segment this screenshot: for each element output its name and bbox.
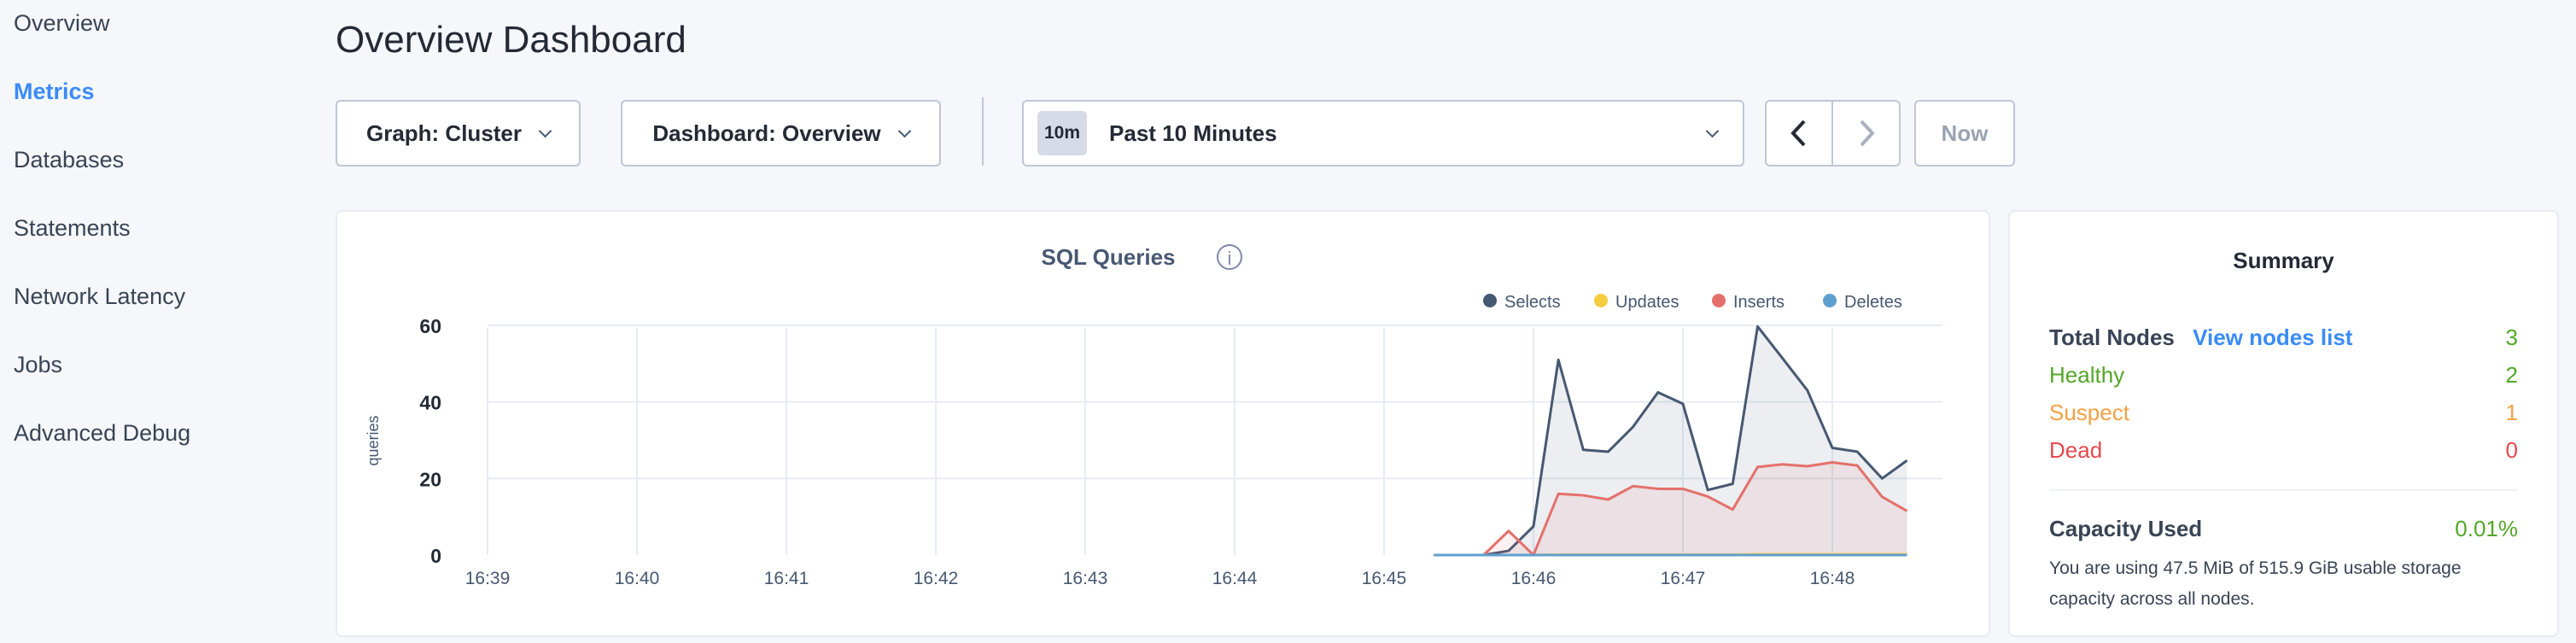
info-icon [1217,244,1242,270]
sidebar-item-advanced-debug[interactable]: Advanced Debug [14,420,191,446]
dashboard-select[interactable]: Dashboard: Overview [621,100,941,167]
graph-select-label: Graph: Cluster [365,120,523,146]
chevron-left-icon [1790,120,1806,147]
total-nodes-value: 3 [2505,324,2518,350]
capacity-description: You are using 47.5 MiB of 515.9 GiB usab… [2049,558,2462,609]
chart-title: SQL Queries [1041,244,1175,270]
sidebar-item-jobs[interactable]: Jobs [14,352,63,377]
time-nav-group [1765,100,1901,167]
now-button[interactable]: Now [1914,100,2015,167]
sidebar-item-network-latency[interactable]: Network Latency [14,284,186,309]
time-badge: 10m [1037,111,1088,155]
legend-label-updates: Updates [1615,293,1679,312]
x-tick-label: 16:43 [1063,569,1108,588]
legend-marker-updates [1594,294,1608,307]
y-axis-label: queries [365,415,382,465]
dead-value: 0 [2505,437,2518,463]
info-icon-glyph: i [1228,248,1232,269]
y-tick-label: 60 [419,315,441,337]
x-tick-label: 16:45 [1362,569,1407,588]
y-tick-label: 40 [419,392,441,414]
sidebar-item-overview[interactable]: Overview [14,10,110,36]
graph-select[interactable]: Graph: Cluster [336,100,581,167]
total-nodes-label: Total Nodes [2049,324,2175,350]
legend-label-selects: Selects [1504,293,1561,312]
series-area-inserts [1434,462,1907,555]
series-line-selects [1434,324,1908,557]
sidebar-item-metrics[interactable]: Metrics [14,79,95,104]
summary-card: Summary Total Nodes View nodes list 3 He… [2008,210,2559,637]
view-nodes-list-link[interactable]: View nodes list [2193,324,2353,350]
suspect-label: Suspect [2049,400,2129,425]
summary-divider [2049,489,2518,491]
legend-marker-inserts [1712,294,1726,307]
suspect-value: 1 [2505,400,2518,425]
capacity-used-label: Capacity Used [2049,516,2203,541]
sql-queries-chart-card: SQL Queries i Selects Updates Inserts Deletes… [336,210,1990,637]
chevron-right-icon [1860,120,1875,147]
x-tick-label: 16:46 [1511,569,1557,588]
chevron-down-icon [897,124,911,137]
time-range-label: Past 10 Minutes [1109,120,1277,146]
y-tick-label: 0 [430,545,441,567]
series-line-inserts [1434,461,1908,557]
x-tick-label: 16:48 [1810,569,1855,588]
healthy-label: Healthy [2049,362,2125,388]
legend-marker-selects [1483,294,1497,307]
dead-label: Dead [2049,437,2103,463]
healthy-value: 2 [2505,362,2518,388]
next-button[interactable] [1833,102,1899,165]
x-tick-label: 16:40 [615,569,660,588]
series-area-selects [1434,326,1907,555]
x-tick-label: 16:44 [1212,569,1258,588]
y-tick-label: 20 [419,468,441,490]
time-range-select[interactable]: 10m Past 10 Minutes [1022,100,1744,167]
legend-label-deletes: Deletes [1844,293,1902,312]
summary-title: Summary [2233,248,2334,273]
toolbar-divider [982,97,984,166]
sql-queries-chart: SQL Queries i Selects Updates Inserts Deletes… [365,244,1942,588]
legend-marker-deletes [1823,294,1837,307]
sidebar-item-statements[interactable]: Statements [14,215,131,241]
x-tick-label: 16:47 [1661,569,1706,588]
legend-label-inserts: Inserts [1733,293,1785,312]
x-tick-label: 16:41 [764,569,809,588]
chevron-down-icon [538,124,552,137]
previous-button[interactable] [1767,102,1833,165]
page-title: Overview Dashboard [336,19,686,61]
x-tick-label: 16:42 [914,569,959,588]
sidebar-item-databases[interactable]: Databases [14,147,125,172]
chevron-down-icon [1705,124,1720,137]
capacity-used-value: 0.01% [2455,516,2518,541]
x-tick-label: 16:39 [465,569,511,588]
dashboard-select-label: Dashboard: Overview [652,120,881,146]
